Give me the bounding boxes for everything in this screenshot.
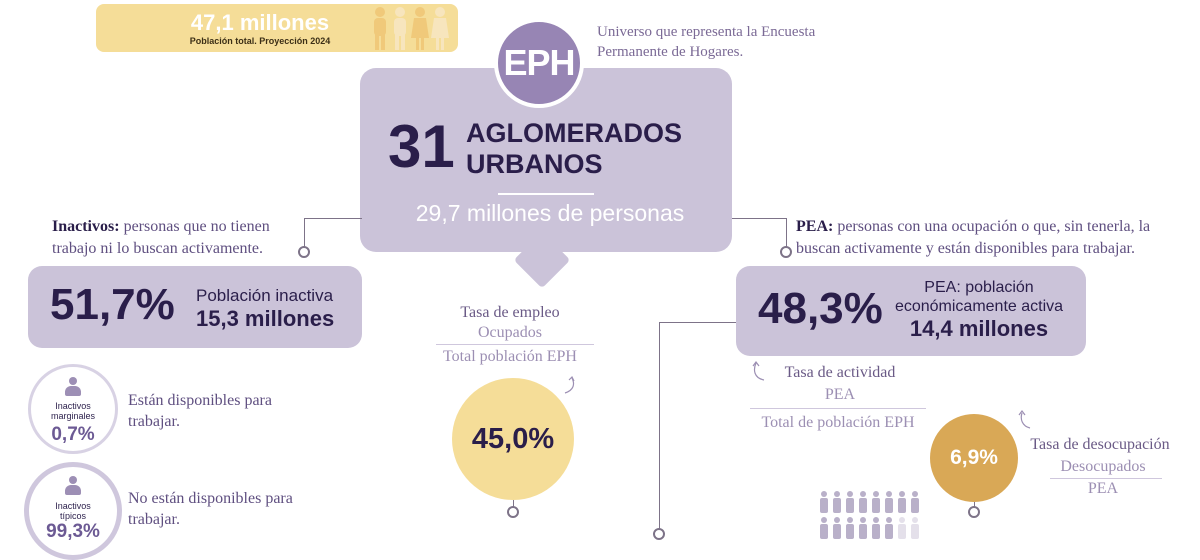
inactivos-card [28,266,362,348]
tipicos-percent: 99,3% [46,521,100,542]
desocupacion-fraction-line [1050,478,1162,479]
connector-right-v [786,218,787,250]
pea-label: PEA: población económicamente activa [894,279,1064,315]
connector-left-h [304,218,362,219]
people-total: 29,7 millones de personas [415,200,685,226]
inactivos-description: Inactivos: personas que no tienen trabaj… [52,216,312,260]
eph-description: Universo que representa la Encuesta Perm… [597,24,816,60]
pea-millions: 14,4 millones [909,316,1049,341]
inactivos-percent: 51,7% [50,280,175,329]
desocupacion-denominator: PEA [1087,480,1119,497]
aglomerados-title: AGLOMERADOS URBANOS [466,118,726,180]
connector-desoc-dot [968,506,980,518]
aglomerados-count: 31 [388,113,455,180]
person-icon-body [65,386,81,396]
connector-left-dot [298,246,310,258]
connector-empleo-dot [507,506,519,518]
pea-description: PEA: personas con una ocupación o que, s… [796,216,1186,260]
desocupacion-circle: 6,9% [930,414,1018,502]
desocupacion-title: Tasa de desocupación [1030,436,1170,453]
marginales-circle: Inactivos marginales 0,7% [28,364,118,454]
person-icon-body [65,485,81,495]
marginales-percent: 0,7% [51,424,95,445]
empleo-denominator: Total población EPH [443,348,577,365]
connector-empleo-v [513,500,514,510]
inactivos-desc-text: personas que no tienen trabajo ni lo bus… [52,218,270,257]
inactivos-label: Población inactiva [196,286,334,305]
connector-left-v [304,218,305,250]
marginales-text: Están disponibles para trabajar. [128,392,272,430]
eph-badge: EPH [494,18,584,108]
main-divider [498,193,594,195]
aglomerados-title-line1: AGLOMERADOS [466,118,682,148]
connector-right-h [732,218,786,219]
person-icon [69,476,77,484]
population-caption: Población total. Proyección 2024 [189,36,331,46]
desocupacion-numerator: Desocupados [1060,458,1146,475]
tipicos-label: Inactivos típicos [55,501,91,521]
pea-term: PEA: [796,218,834,235]
curved-arrow-icon [562,375,578,394]
empleo-title: Tasa de empleo [460,304,560,321]
curved-arrow-icon [750,360,766,382]
tipicos-text: No están disponibles para trabajar. [128,490,293,528]
actividad-denominator: Total de población EPH [761,414,915,431]
actividad-title: Tasa de actividad [784,364,896,381]
connector-pea-h [659,322,737,323]
empleo-fraction-line [436,344,594,345]
people-pictogram-icon [818,490,928,540]
actividad-fraction-line [750,408,926,409]
connector-pea-v [659,322,660,530]
inactivos-term: Inactivos: [52,218,120,235]
marginales-label: Inactivos marginales [50,401,96,421]
connector-pea-dot [653,528,665,540]
pea-card [736,266,1086,356]
person-icon [69,377,77,385]
pea-percent: 48,3% [758,284,883,333]
curved-arrow-icon [1014,410,1032,430]
aglomerados-title-line2: URBANOS [466,149,603,179]
empleo-circle: 45,0% [452,378,574,500]
tipicos-circle: Inactivos típicos 99,3% [24,462,122,560]
population-people-icon [368,0,458,54]
pea-desc-text: personas con una ocupación o que, sin te… [796,218,1151,257]
actividad-numerator: PEA [824,386,856,403]
inactivos-millions: 15,3 millones [196,306,335,331]
empleo-numerator: Ocupados [478,324,542,341]
connector-right-dot [780,246,792,258]
population-value: 47,1 millones [190,10,330,35]
